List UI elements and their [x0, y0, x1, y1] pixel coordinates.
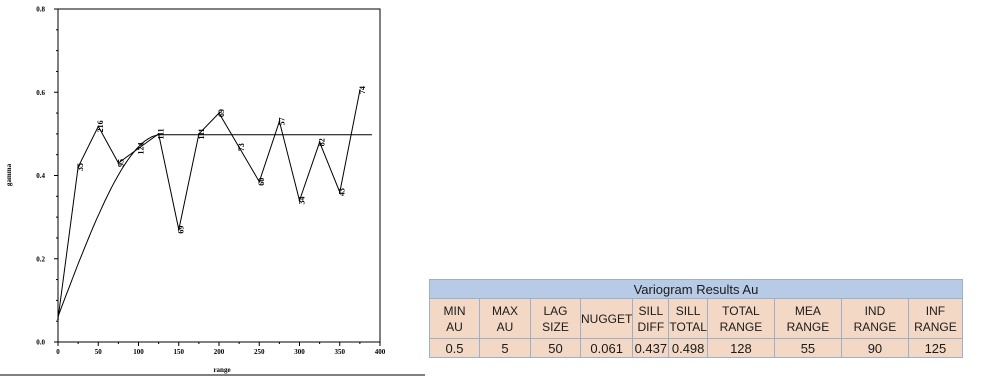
value-min-au: 0.5: [429, 338, 480, 358]
experimental-point: [137, 147, 140, 150]
header-sill-total: SILL TOTAL: [668, 298, 708, 339]
experimental-point: [117, 162, 120, 164]
y-tick-label: 0.0: [36, 339, 45, 347]
experimental-point: [77, 166, 79, 168]
point-count-label: 95: [116, 159, 125, 167]
point-count-label: 74: [358, 86, 367, 94]
value-lag-size: 50: [530, 338, 581, 358]
header-lag-size: LAG SIZE: [530, 298, 581, 339]
value-sill-diff: 0.437: [632, 338, 670, 358]
point-count-label: 60: [257, 178, 266, 186]
point-count-label: 111: [157, 128, 166, 139]
header-sill-diff: SILL DIFF: [632, 298, 670, 339]
header-inf-range: INF RANGE: [907, 298, 963, 339]
value-max-au: 5: [479, 338, 531, 358]
header-nugget: NUGGET: [579, 298, 634, 339]
value-ind-range: 90: [840, 338, 909, 358]
model-curve: [57, 134, 372, 317]
experimental-line: [57, 90, 361, 320]
y-tick-label: 0.2: [36, 255, 45, 263]
point-count-label: 57: [277, 117, 286, 125]
x-tick-label: 250: [254, 348, 265, 356]
point-count-label: 34: [298, 196, 307, 204]
header-ind-range: IND RANGE: [840, 298, 909, 339]
experimental-point: [218, 112, 220, 114]
y-tick-label: 0.8: [36, 6, 45, 14]
experimental-point: [238, 146, 240, 148]
experimental-point: [198, 133, 200, 135]
value-nugget: 0.061: [579, 338, 634, 358]
value-inf-range: 125: [907, 338, 963, 358]
point-count-label: 124: [137, 142, 146, 154]
point-count-label: 35: [76, 163, 85, 171]
experimental-series-layer: [57, 89, 361, 320]
variogram-results-table: Variogram Results Au MIN AU MAX AU LAG S…: [429, 279, 963, 358]
x-tick-label: 400: [375, 348, 386, 356]
value-total-range: 128: [706, 338, 775, 358]
experimental-point: [338, 191, 341, 193]
point-count-label: 69: [177, 226, 186, 234]
table-title: Variogram Results Au: [429, 279, 963, 299]
x-tick-label: 300: [294, 348, 305, 356]
y-axis-title: gamma: [5, 163, 13, 186]
y-tick-label: 0.4: [36, 172, 45, 180]
value-sill-total: 0.498: [668, 338, 708, 358]
variogram-chart: 0 50 100 150 200 250 300 350 4000.00.20.40.60.8 …: [0, 6, 425, 376]
y-tick-label: 0.6: [36, 89, 45, 97]
point-count-label: 216: [96, 120, 105, 132]
experimental-point: [258, 180, 261, 183]
header-max-au: MAX AU: [479, 298, 531, 339]
experimental-point: [57, 318, 59, 320]
experimental-point: [298, 199, 301, 202]
experimental-point: [177, 228, 180, 231]
point-count-label: 43: [338, 188, 347, 196]
x-tick-label: 100: [133, 348, 144, 356]
point-count-label: 111: [197, 128, 206, 139]
value-mea-range: 55: [773, 338, 842, 358]
x-axis-title: range: [213, 366, 230, 374]
chart-axes: 0 50 100 150 200 250 300 350 400 0.0 0.2 0.4 0.6 0.8: [36, 6, 386, 357]
x-tick-label: 50: [95, 348, 103, 356]
x-tick-label: 200: [214, 348, 225, 356]
experimental-point: [278, 120, 281, 123]
header-min-au: MIN AU: [429, 298, 480, 339]
header-mea-range: MEA RANGE: [773, 298, 842, 339]
experimental-point: [318, 141, 321, 143]
experimental-point: [157, 133, 160, 135]
plot-frame: [57, 8, 381, 343]
model-curve-layer: [57, 134, 372, 317]
point-count-label: 82: [318, 138, 327, 146]
experimental-point: [359, 89, 361, 91]
point-count-label: 73: [237, 143, 246, 151]
x-tick-label: 350: [335, 348, 346, 356]
point-count-label: 69: [217, 109, 226, 117]
header-total-range: TOTAL RANGE: [706, 298, 775, 339]
experimental-point: [97, 125, 100, 128]
x-tick-label: 150: [174, 348, 185, 356]
point-labels-layer: 35 216 95 124 111 69 111 69 73 60 57 34 82 43 74: [76, 86, 367, 233]
x-tick-label: 0: [56, 348, 60, 356]
